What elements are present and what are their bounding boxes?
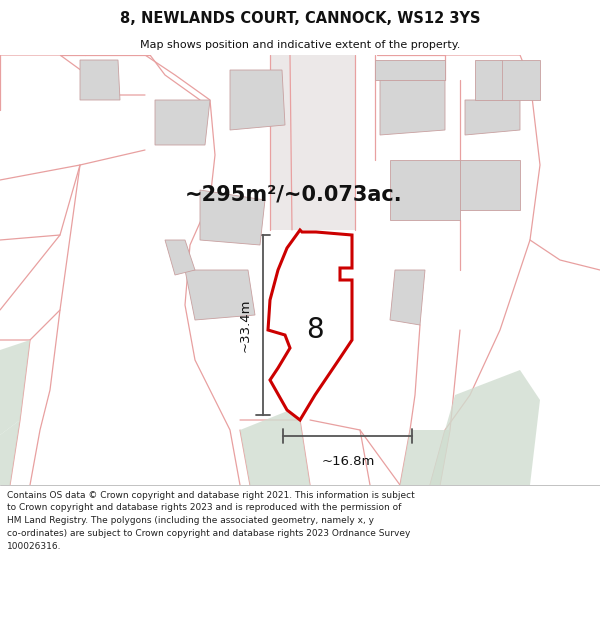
Polygon shape bbox=[155, 100, 210, 145]
Polygon shape bbox=[268, 230, 352, 420]
Polygon shape bbox=[375, 60, 445, 80]
Text: ~16.8m: ~16.8m bbox=[322, 455, 374, 468]
Polygon shape bbox=[240, 410, 310, 485]
Polygon shape bbox=[380, 80, 445, 135]
Polygon shape bbox=[80, 60, 120, 100]
Text: Contains OS data © Crown copyright and database right 2021. This information is : Contains OS data © Crown copyright and d… bbox=[7, 491, 415, 551]
Text: 8, NEWLANDS COURT, CANNOCK, WS12 3YS: 8, NEWLANDS COURT, CANNOCK, WS12 3YS bbox=[120, 11, 480, 26]
Text: Map shows position and indicative extent of the property.: Map shows position and indicative extent… bbox=[140, 39, 460, 49]
Polygon shape bbox=[500, 60, 540, 100]
Polygon shape bbox=[0, 420, 20, 485]
Polygon shape bbox=[460, 160, 520, 210]
Text: ~295m²/~0.073ac.: ~295m²/~0.073ac. bbox=[185, 185, 403, 205]
Polygon shape bbox=[165, 240, 195, 275]
Polygon shape bbox=[475, 60, 502, 100]
Polygon shape bbox=[430, 370, 540, 485]
Polygon shape bbox=[465, 100, 520, 135]
Polygon shape bbox=[185, 270, 255, 320]
Polygon shape bbox=[200, 190, 265, 245]
Text: 8: 8 bbox=[306, 316, 324, 344]
Text: ~33.4m: ~33.4m bbox=[239, 298, 251, 352]
Polygon shape bbox=[230, 70, 285, 130]
Polygon shape bbox=[0, 340, 30, 435]
Polygon shape bbox=[390, 270, 425, 325]
Polygon shape bbox=[270, 55, 355, 230]
Polygon shape bbox=[400, 430, 450, 485]
Polygon shape bbox=[390, 160, 460, 220]
